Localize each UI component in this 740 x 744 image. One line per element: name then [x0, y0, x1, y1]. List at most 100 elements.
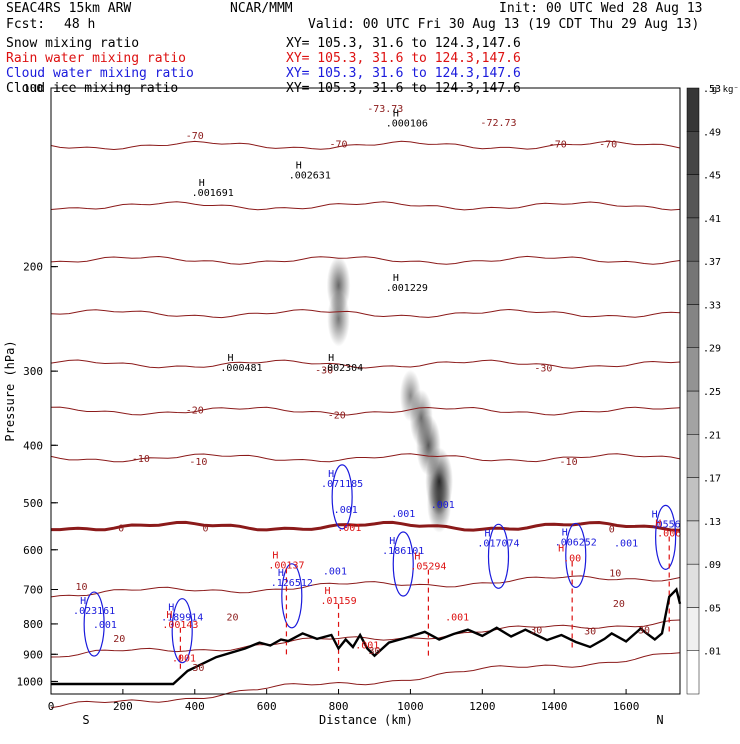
cloud-water-max-6: .006252: [555, 537, 597, 548]
cloud-ice-max-h-marker-0: H: [199, 178, 205, 189]
cloud-ice-max-h-marker-2: H: [393, 108, 399, 119]
rain-water-max-5: .006: [657, 529, 681, 540]
colorbar-swatch-10: [686, 217, 700, 262]
contour-labels: -70 -73.73 -72.73 -70 -70 -70 -30 -30 -20 -20 -10 -…: [73, 104, 681, 674]
cloud-water-label-2: .001: [323, 566, 347, 577]
cloud-ice-max-h-marker-1: H: [227, 353, 233, 364]
isotherm-label-7: -30: [534, 364, 552, 375]
y-tick-label-7: 800: [23, 618, 43, 631]
cloud-water-contour-7: [655, 504, 677, 570]
rain-water-max-h-marker-5: H: [655, 519, 661, 530]
legend-rain-name: Rain water mixing ratio: [6, 51, 186, 66]
colorbar-label-2: .09: [703, 560, 721, 571]
colorbar: .01 .05 .09 .13 .17 .21 .25 .29 .33 .37 .41 .45 .49.…: [686, 84, 721, 695]
x-tick-label-5: 1000: [397, 700, 424, 713]
isotherm--40: [50, 308, 681, 319]
isotherm-label-21: 30: [192, 663, 204, 674]
y-tick-label-4: 500: [23, 497, 43, 510]
colorbar-swatch-3: [686, 520, 700, 565]
isotherm--30: [50, 359, 681, 369]
isotherm-label-4: -70: [599, 139, 617, 150]
cloud-water-max-h-marker-4: H: [389, 536, 395, 547]
isotherm-label-0: -70: [186, 131, 204, 142]
rain-water-max-0: .00143: [162, 620, 198, 631]
colorbar-label-4: .17: [703, 474, 721, 485]
terrain-line: [51, 587, 682, 686]
isotherm-label-5: -70: [330, 139, 348, 150]
legend-snow-name: Snow mixing ratio: [6, 36, 139, 51]
cloud-water-contour-0: [83, 591, 105, 657]
rain-water-max-h-marker-2: H: [325, 586, 331, 597]
cloud-ice-max-1: .000481: [220, 363, 262, 374]
isotherm--70: [50, 140, 681, 151]
legend-cloud-water-xy: XY= 105.3, 31.6 to 124.3,147.6: [286, 66, 521, 81]
rain-water-max-4: .00: [563, 554, 581, 565]
isotherm-label-9: -20: [328, 411, 346, 422]
isotherm-label-19: 20: [113, 634, 125, 645]
colorbar-label-0: .01: [703, 647, 721, 658]
rain-water-max-h-marker-4: H: [558, 544, 564, 555]
snow-max-0: .002631: [289, 170, 331, 181]
cloud-water-max-h-marker-6: H: [562, 527, 568, 538]
colorbar-swatch-7: [686, 347, 700, 392]
cloud-water-max-4: .186101: [382, 546, 424, 557]
colorbar-label-11: .45: [703, 171, 721, 182]
legend-cloud-ice-name: Cloud ice mixing ratio: [6, 81, 178, 96]
y-axis-title: Pressure (hPa): [3, 340, 17, 441]
north-end-label: N: [656, 713, 663, 727]
colorbar-swatch-11: [686, 174, 700, 219]
cloud-water-max-1: .189914: [161, 613, 203, 624]
shaded-field-layer: [326, 256, 453, 533]
y-tick-label-9: 1000: [17, 675, 44, 688]
colorbar-swatch-0: [686, 650, 700, 695]
x-tick-label-3: 600: [257, 700, 277, 713]
isotherm-label-24: 30: [584, 626, 596, 637]
colorbar-swatch-8: [686, 304, 700, 348]
isotherm-label-1: -73.73: [367, 104, 403, 115]
isotherm-label-3: -70: [549, 139, 567, 150]
rain-water-max-2: .01159: [320, 596, 356, 607]
rain-water-max-h-marker-3: H: [414, 552, 420, 563]
isotherm--10: [50, 453, 681, 463]
isotherm-label-20: 20: [613, 599, 625, 610]
x-tick-label-1: 200: [113, 700, 133, 713]
colorbar-label-12: .49: [703, 127, 721, 138]
isotherm--20: [50, 406, 681, 416]
x-tick-label-7: 1400: [541, 700, 568, 713]
isotherm-30: [50, 652, 681, 709]
legend-rain-xy: XY= 105.3, 31.6 to 124.3,147.6: [286, 51, 521, 66]
isotherm-label-25: 30: [638, 626, 650, 637]
isotherm-label-22: 30: [368, 646, 380, 657]
colorbar-label-1: .05: [703, 603, 721, 614]
shaded-cell-1: [327, 291, 350, 347]
cloud-water-max-3: .071185: [321, 479, 363, 490]
x-tick-label-2: 400: [185, 700, 205, 713]
south-end-label: S: [82, 713, 89, 727]
isotherm-label-6: -30: [315, 365, 333, 376]
isotherm-label-10: -10: [132, 454, 150, 465]
cloud-water-contour-6: [565, 522, 587, 589]
colorbar-label-6: .25: [703, 387, 721, 398]
isotherm-label-8: -20: [186, 405, 204, 416]
rain-water-label-3: .001: [445, 613, 469, 624]
axes: 0 200 400 600 800 1000 1200 1400 160010020030040…: [17, 82, 640, 713]
colorbar-label-7: .29: [703, 344, 721, 355]
y-tick-label-2: 300: [23, 365, 43, 378]
shaded-cell-6: [426, 472, 452, 533]
cloud-ice-max-0: .001691: [192, 188, 234, 199]
cloud-water-max-h-marker-1: H: [168, 603, 174, 614]
isotherm--60: [50, 201, 681, 211]
colorbar-label-9: .37: [703, 257, 721, 268]
y-tick-label-6: 700: [23, 584, 43, 597]
isotherm--50: [50, 255, 681, 265]
rain-water-max-1: .00137: [268, 560, 304, 571]
colorbar-label-10: .41: [703, 214, 721, 225]
isotherm-label-15: 0: [609, 524, 615, 535]
cloud-water-max-h-marker-0: H: [80, 596, 86, 607]
rain-water-max-h-marker-0: H: [166, 610, 172, 621]
y-tick-label-1: 200: [23, 261, 43, 274]
colorbar-unit: g kg⁻¹: [712, 85, 740, 95]
forecast-hour: 48 h: [64, 17, 95, 32]
model-title: SEAC4RS 15km ARW: [6, 1, 131, 16]
